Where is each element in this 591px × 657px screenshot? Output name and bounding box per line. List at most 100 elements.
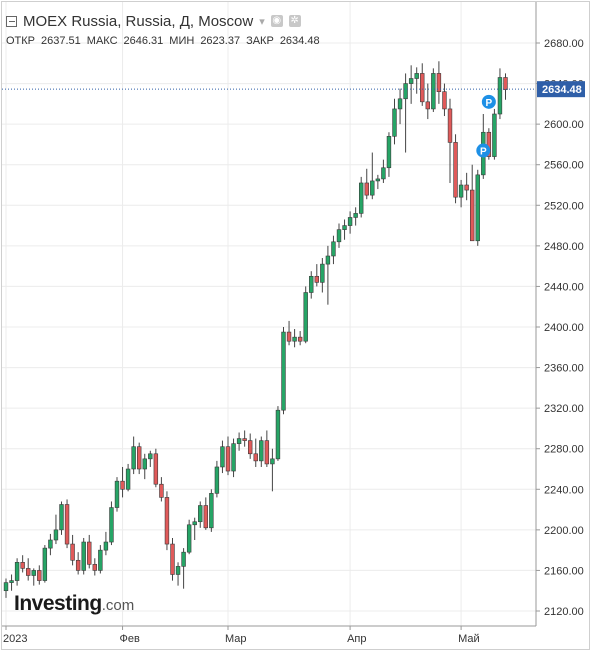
collapse-icon[interactable] (6, 15, 17, 27)
candle-body (497, 77, 503, 115)
low-value: 2623.37 (200, 35, 241, 47)
candle-body (436, 73, 442, 92)
candle-body (48, 539, 53, 549)
candle-layer (3, 61, 508, 598)
y-tick-label: 2400.00 (544, 322, 584, 334)
y-tick-label: 2600.00 (544, 119, 584, 131)
candle-body (31, 570, 36, 576)
candle-body (87, 541, 92, 565)
logo-main: Investing (14, 592, 102, 615)
candle-body (20, 562, 25, 569)
candle-body (148, 453, 153, 460)
high-value: 2646.31 (123, 35, 164, 47)
candle-body (186, 524, 192, 553)
candle-body (281, 331, 286, 411)
y-tick-label: 2320.00 (544, 403, 584, 415)
axis-layer: 2120.00 2160.00 2200.00 2240.00 2280.00 2320.… (2, 2, 584, 645)
gear-icon[interactable]: ✲ (288, 15, 301, 27)
candle-body (275, 409, 281, 460)
x-tick-label: 2023 (3, 633, 27, 645)
y-tick-label: 2440.00 (544, 281, 584, 293)
candle-body (64, 504, 70, 545)
candle-body (170, 543, 175, 575)
candle-body (420, 73, 425, 103)
candle-body (209, 493, 214, 529)
candle-body (81, 541, 86, 571)
overlay-layer: 2634.48 P P (2, 81, 585, 158)
p-marker-label: P (480, 147, 487, 158)
candle-body (469, 189, 475, 242)
candle-body (114, 480, 120, 508)
symbol-title[interactable]: MOEX Russia, Russia, Д, Moscow (23, 12, 254, 30)
y-tick-label: 2480.00 (544, 241, 584, 253)
candle-body (325, 255, 331, 265)
y-tick-label: 2200.00 (544, 525, 584, 537)
candle-body (92, 564, 98, 571)
x-tick-label: Фев (120, 633, 140, 645)
chart-header: MOEX Russia, Russia, Д, Moscow ▾ ◉ ✲ (6, 10, 301, 32)
y-tick-label: 2240.00 (544, 484, 584, 496)
candle-body (131, 446, 136, 470)
candle-body (203, 505, 208, 529)
y-tick-label: 2520.00 (544, 200, 584, 212)
candle-body (153, 453, 159, 485)
candle-body (242, 438, 247, 441)
candle-body (314, 275, 319, 283)
ohlc-readout: ОТКР 2637.51 МАКС 2646.31 МИН 2623.37 ЗА… (6, 35, 320, 47)
open-value: 2637.51 (41, 35, 81, 47)
candle-body (292, 336, 297, 342)
candle-body (120, 480, 125, 490)
x-tick-label: Май (458, 633, 480, 645)
candle-body (220, 446, 225, 468)
candle-body (259, 440, 264, 462)
logo-domain: .com (101, 597, 135, 614)
p-marker[interactable] (481, 94, 496, 109)
high-label: МАКС (86, 35, 118, 47)
eye-icon[interactable]: ◉ (270, 15, 283, 27)
current-price-label: 2634.48 (542, 84, 582, 96)
candle-body (9, 580, 14, 583)
candle-body (109, 507, 114, 543)
candle-body (331, 241, 336, 257)
candle-body (408, 78, 414, 84)
close-value: 2634.48 (279, 35, 320, 47)
candle-body (381, 167, 386, 180)
candle-body (386, 136, 392, 169)
triangle-down-icon[interactable]: ▾ (259, 15, 265, 28)
candle-body (309, 275, 314, 293)
candle-body (464, 184, 469, 191)
candle-body (142, 458, 147, 470)
candle-body (164, 497, 170, 545)
candle-body (270, 458, 275, 465)
p-marker[interactable] (476, 143, 491, 158)
candle-body (442, 91, 447, 110)
x-tick-label: Мар (225, 633, 247, 645)
close-label: ЗАКР (246, 35, 274, 47)
candle-body (297, 336, 303, 342)
candle-body (425, 101, 430, 110)
candle-body (248, 440, 253, 455)
candle-body (225, 446, 231, 472)
candle-body (303, 292, 308, 342)
low-label: МИН (169, 35, 195, 47)
candle-body (75, 559, 81, 571)
y-tick-label: 2360.00 (544, 363, 584, 375)
candle-body (137, 446, 142, 470)
y-tick-label: 2160.00 (544, 565, 584, 577)
y-tick-label: 2680.00 (544, 38, 584, 50)
candle-body (231, 443, 236, 472)
candle-body (392, 108, 397, 137)
current-price-badge (537, 81, 585, 98)
candle-body (37, 570, 42, 581)
candle-body (175, 566, 181, 575)
candle-body (320, 263, 325, 283)
candle-body (14, 562, 20, 581)
candle-body (347, 217, 353, 226)
candle-body (403, 83, 408, 100)
candle-body (492, 113, 497, 157)
investing-logo: Investing.com (14, 592, 134, 616)
candle-body (59, 504, 64, 531)
